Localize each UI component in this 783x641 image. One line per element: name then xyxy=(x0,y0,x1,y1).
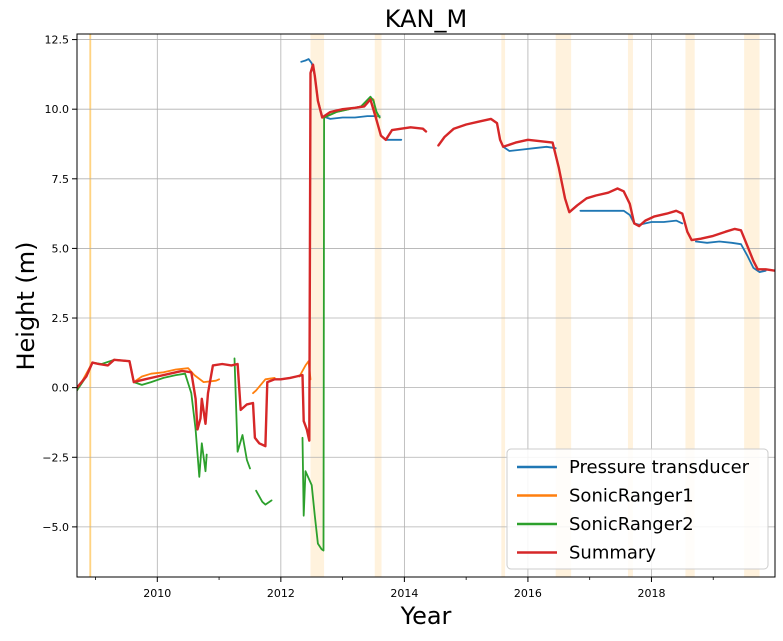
shaded-period xyxy=(501,34,506,577)
y-tick-label: 10.0 xyxy=(45,103,70,116)
shaded-period xyxy=(685,34,695,577)
shaded-period xyxy=(89,34,92,577)
shaded-period xyxy=(374,34,382,577)
x-tick-label: 2014 xyxy=(390,587,418,600)
x-tick-label: 2010 xyxy=(143,587,171,600)
series-line xyxy=(252,377,276,395)
x-axis-label: Year xyxy=(400,602,452,630)
shaded-period xyxy=(310,34,325,577)
x-tick-label: 2018 xyxy=(637,587,665,600)
chart-title: KAN_M xyxy=(385,5,467,33)
y-axis-label: Height (m) xyxy=(12,241,40,370)
series-line xyxy=(695,240,767,273)
y-tick-label: 7.5 xyxy=(52,173,70,186)
shaded-period xyxy=(744,34,760,577)
series-line xyxy=(579,209,684,226)
series-line xyxy=(77,63,428,448)
y-tick-label: 2.5 xyxy=(52,312,70,325)
x-tick-label: 2012 xyxy=(267,587,295,600)
series-lines xyxy=(77,58,775,552)
legend-label: SonicRanger1 xyxy=(569,486,694,507)
y-tick-label: −2.5 xyxy=(42,451,69,464)
series-line xyxy=(233,357,251,470)
y-tick-label: 0.0 xyxy=(52,382,70,395)
axis-ticks: 2010 2012 2014 2016 2018 −5.0 −2.5 0.0 2.5 5.0 7.5… xyxy=(42,34,714,600)
shaded-period xyxy=(627,34,633,577)
x-tick-label: 2016 xyxy=(514,587,542,600)
legend-label: SonicRanger2 xyxy=(569,514,694,535)
series-line xyxy=(255,489,273,506)
series-summary xyxy=(77,63,775,448)
legend-label: Pressure transducer xyxy=(569,457,750,478)
y-tick-label: 5.0 xyxy=(52,242,70,255)
y-tick-label: 12.5 xyxy=(45,34,70,47)
y-tick-label: −5.0 xyxy=(42,521,69,534)
series-line xyxy=(502,145,557,152)
series-line xyxy=(437,117,775,272)
legend: Pressure transducer SonicRanger1 SonicRang… xyxy=(506,448,769,570)
plot-frame xyxy=(76,33,776,578)
legend-box xyxy=(506,448,769,570)
series-line xyxy=(301,95,381,552)
legend-label: Summary xyxy=(569,543,656,564)
